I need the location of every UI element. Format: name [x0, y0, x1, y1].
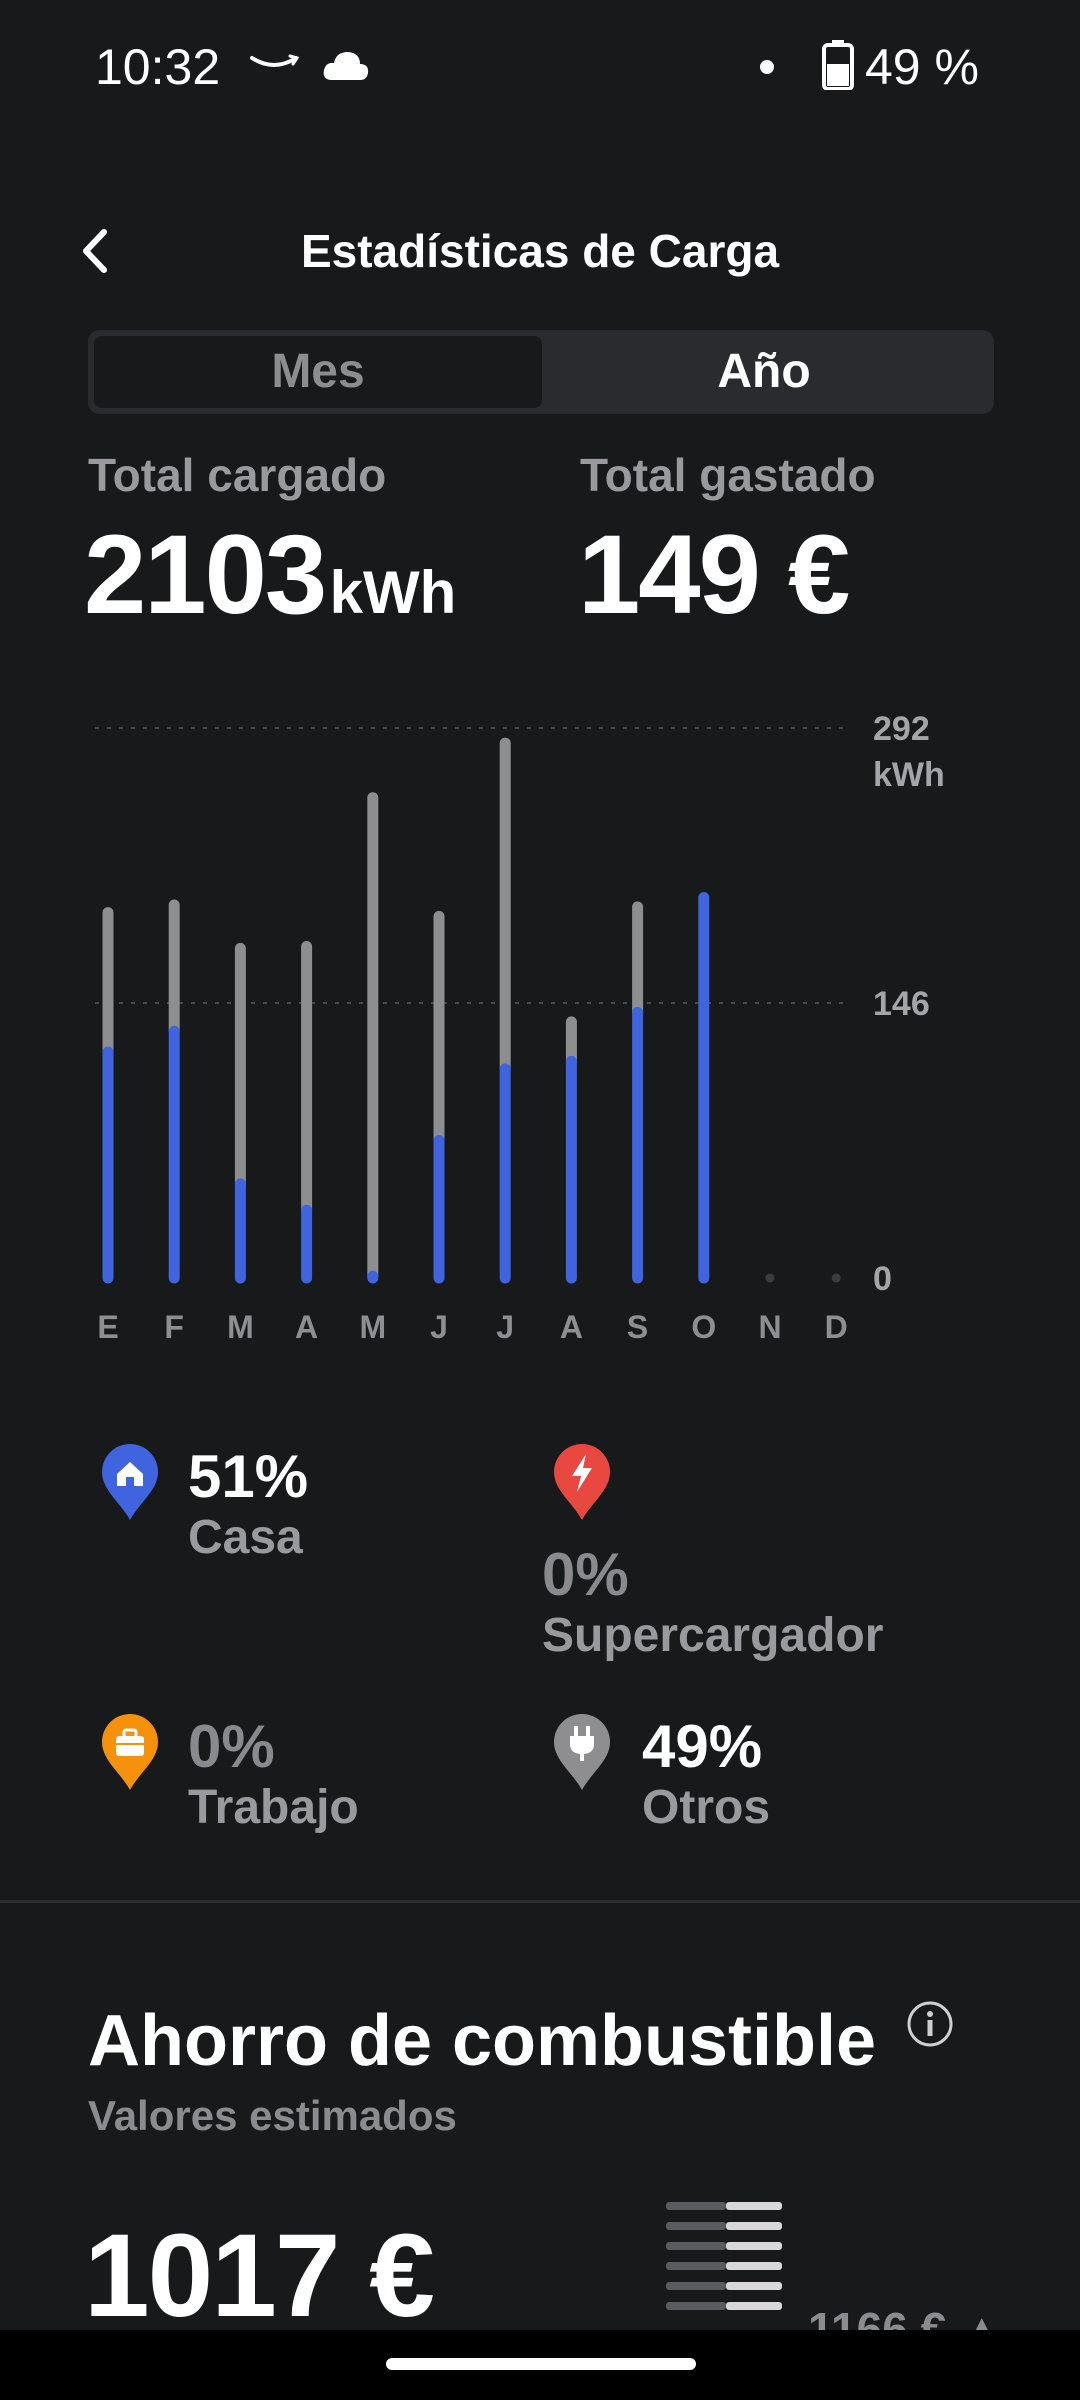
- bolt-icon: [554, 1444, 610, 1520]
- tab-month[interactable]: Mes: [94, 336, 542, 408]
- total-charged-value: 2103: [84, 512, 327, 637]
- category-work-percent: 0%: [188, 1713, 275, 1780]
- bar-empty-dot: [765, 1273, 775, 1283]
- x-tick-label: N: [758, 1309, 781, 1345]
- category-work-name: Trabajo: [188, 1781, 359, 1834]
- notification-dot: [760, 60, 774, 74]
- category-other-percent: 49%: [642, 1713, 763, 1780]
- x-tick-label: J: [430, 1309, 448, 1345]
- y-tick-label: 146: [873, 985, 930, 1023]
- monthly-charge-chart: 292 kWh 146 0 E F M A M J J A S O N D: [95, 710, 945, 1345]
- bar-empty-dot: [831, 1273, 841, 1283]
- total-spent-label: Total gastado: [580, 449, 876, 501]
- category-other-name: Otros: [642, 1781, 771, 1834]
- category-home-name: Casa: [188, 1511, 303, 1564]
- x-tick-label: A: [295, 1309, 318, 1345]
- y-tick-unit: kWh: [873, 756, 945, 794]
- x-tick-label: F: [164, 1309, 184, 1345]
- total-spent-value: 149 €: [578, 512, 850, 637]
- home-gesture-handle[interactable]: [386, 2358, 696, 2370]
- category-supercharger-name: Supercargador: [542, 1609, 884, 1662]
- fuel-savings-title: Ahorro de combustible: [88, 2001, 877, 2081]
- battery-percent: 49 %: [865, 39, 979, 95]
- x-tick-label: M: [227, 1309, 254, 1345]
- battery-icon: [822, 40, 854, 90]
- amazon-icon: [250, 54, 300, 67]
- total-charged: 2103 kWh: [84, 510, 456, 639]
- total-charged-label: Total cargado: [88, 449, 387, 501]
- category-home-percent: 51%: [188, 1443, 309, 1510]
- x-tick-label: M: [359, 1309, 386, 1345]
- fuel-savings-subtitle: Valores estimados: [88, 2092, 457, 2139]
- period-segmented-control: Mes Año: [88, 330, 994, 414]
- x-tick-label: A: [560, 1309, 583, 1345]
- page-title: Estadísticas de Carga: [300, 225, 780, 277]
- status-bar: 10:32 49 %: [0, 0, 1080, 130]
- total-charged-unit: kWh: [329, 559, 457, 626]
- x-tick-label: D: [825, 1309, 848, 1345]
- section-divider: [0, 1900, 1080, 1903]
- y-tick-label: 292: [873, 710, 930, 748]
- plug-icon: [554, 1714, 610, 1790]
- category-supercharger-percent: 0%: [542, 1541, 629, 1608]
- back-arrow-icon[interactable]: [72, 226, 122, 276]
- x-tick-label: S: [627, 1309, 648, 1345]
- status-time: 10:32: [95, 39, 221, 95]
- fuel-bars-graphic: [666, 2202, 782, 2310]
- fuel-savings-value: 1017 €: [84, 2210, 435, 2342]
- x-tick-label: O: [691, 1309, 716, 1345]
- home-icon: [102, 1444, 158, 1520]
- cloud-icon: [323, 52, 369, 80]
- x-tick-label: E: [97, 1309, 118, 1345]
- tab-year[interactable]: Año: [717, 345, 811, 398]
- info-icon[interactable]: [906, 2000, 954, 2048]
- y-tick-label: 0: [873, 1260, 892, 1298]
- briefcase-icon: [102, 1714, 158, 1790]
- x-tick-label: J: [496, 1309, 514, 1345]
